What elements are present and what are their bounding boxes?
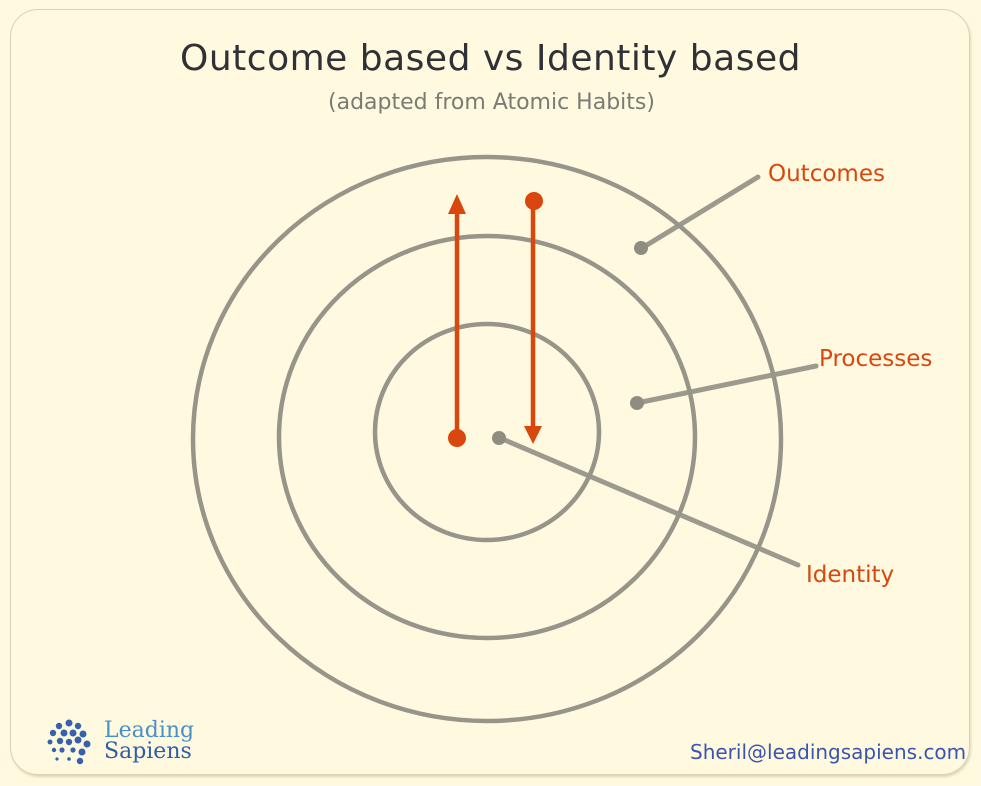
brand-line-2: Sapiens xyxy=(104,739,192,764)
identity-leader xyxy=(492,431,801,568)
processes-label: Processes xyxy=(819,346,933,372)
outcome-based-arrow xyxy=(448,194,466,447)
processes-ring xyxy=(276,233,698,641)
outcomes-label: Outcomes xyxy=(768,161,885,187)
diagram-title: Outcome based vs Identity based xyxy=(180,38,801,79)
brand-line-1: Leading xyxy=(104,718,195,743)
diagram-subtitle: (adapted from Atomic Habits) xyxy=(328,90,655,115)
processes-leader xyxy=(630,363,819,410)
identity-label: Identity xyxy=(806,562,895,588)
card-frame xyxy=(10,9,970,775)
identity-ring xyxy=(372,321,602,543)
dot-cluster-logo-icon xyxy=(47,719,91,765)
outcomes-ring xyxy=(190,154,784,724)
outcomes-leader xyxy=(634,174,761,255)
author-email[interactable]: Sheril@leadingsapiens.com xyxy=(690,740,967,764)
brand-wordmark: Leading Sapiens xyxy=(104,718,195,764)
identity-based-arrow xyxy=(524,192,543,444)
